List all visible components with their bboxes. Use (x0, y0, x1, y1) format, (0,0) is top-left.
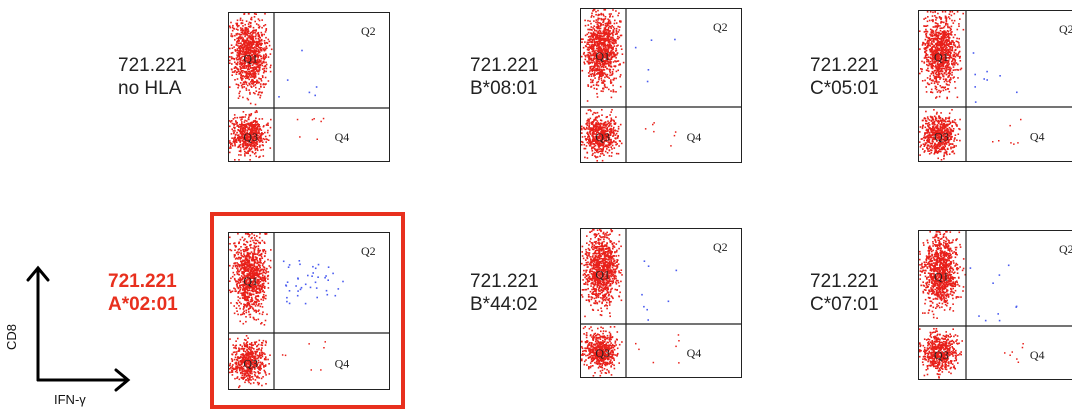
quadrant-label-q4: Q4 (335, 357, 350, 371)
cell-line: 721.221 (810, 271, 879, 292)
quadrant-label-q1: Q1 (934, 50, 949, 64)
quadrant-label-q1: Q1 (243, 51, 258, 65)
flow-plot-b4402: Q1 Q2 Q3 Q4 (580, 228, 742, 378)
cell-line: 721.221 (470, 271, 539, 292)
panel-label-a0201: 721.221 A*02:01 (108, 270, 178, 316)
quadrant-label-q2: Q2 (713, 20, 728, 34)
flow-plot-a0201: Q1 Q2 Q3 Q4 (228, 232, 390, 390)
y-axis-label: CD8 (4, 323, 19, 350)
quadrant-label-q2: Q2 (1059, 22, 1072, 36)
quadrant-label-q2: Q2 (361, 244, 376, 258)
quadrant-label-q3: Q3 (243, 357, 258, 371)
quadrant-label-q4: Q4 (335, 130, 350, 144)
panel-label-b0801: 721.221 B*08:01 (470, 54, 539, 100)
cell-line: 721.221 (470, 55, 539, 76)
quadrant-label-q1: Q1 (595, 49, 610, 63)
quadrant-label-q3: Q3 (243, 130, 258, 144)
quadrant-label-q3: Q3 (595, 130, 610, 144)
quadrant-label-q1: Q1 (595, 267, 610, 281)
flow-plot-c0701: Q1 Q2 Q3 Q4 (918, 230, 1072, 380)
quadrant-label-q4: Q4 (687, 346, 702, 360)
quadrant-label-q4: Q4 (687, 130, 702, 144)
quadrant-label-q2: Q2 (713, 240, 728, 254)
hla-allele: no HLA (118, 78, 182, 99)
panel-label-b4402: 721.221 B*44:02 (470, 270, 539, 316)
flow-plot-b0801: Q1 Q2 Q3 Q4 (580, 8, 742, 163)
hla-allele: A*02:01 (108, 294, 178, 315)
panel-label-c0501: 721.221 C*05:01 (810, 54, 879, 100)
quadrant-label-q1: Q1 (934, 269, 949, 283)
quadrant-label-q1: Q1 (243, 274, 258, 288)
flow-plot-c0501: Q1 Q2 Q3 Q4 (918, 10, 1072, 162)
highlight-box (210, 212, 405, 409)
quadrant-label-q3: Q3 (934, 348, 949, 362)
cell-line: 721.221 (108, 271, 177, 292)
cell-line: 721.221 (118, 55, 187, 76)
x-axis-label: IFN-γ (54, 392, 86, 407)
panel-label-no-hla: 721.221 no HLA (118, 54, 187, 100)
quadrant-label-q3: Q3 (595, 346, 610, 360)
hla-allele: B*44:02 (470, 294, 538, 315)
quadrant-label-q4: Q4 (1030, 129, 1045, 143)
x-axis-arrowhead (114, 368, 131, 392)
quadrant-label-q4: Q4 (1030, 348, 1045, 362)
hla-allele: B*08:01 (470, 78, 538, 99)
quadrant-label-q2: Q2 (1059, 242, 1072, 256)
hla-allele: C*07:01 (810, 294, 879, 315)
quadrant-label-q2: Q2 (361, 24, 376, 38)
quadrant-label-q3: Q3 (934, 129, 949, 143)
cell-line: 721.221 (810, 55, 879, 76)
hla-allele: C*05:01 (810, 78, 879, 99)
flow-plot-no-hla: Q1 Q2 Q3 Q4 (228, 12, 390, 162)
axis-arrows (26, 265, 131, 392)
panel-label-c0701: 721.221 C*07:01 (810, 270, 879, 316)
y-axis-arrowhead (26, 265, 50, 282)
